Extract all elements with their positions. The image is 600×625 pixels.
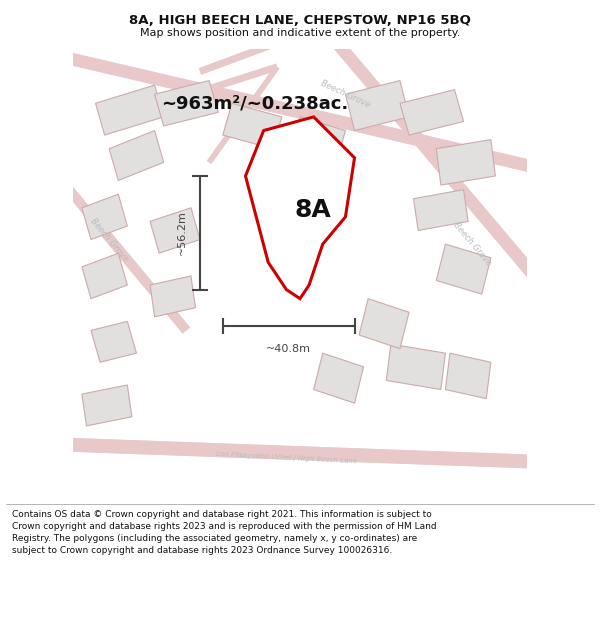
Polygon shape — [82, 194, 127, 239]
Polygon shape — [386, 344, 445, 389]
Polygon shape — [91, 321, 136, 362]
Polygon shape — [245, 117, 355, 299]
Text: Beech Grove: Beech Grove — [319, 79, 371, 109]
Text: 8A, HIGH BEECH LANE, CHEPSTOW, NP16 5BQ: 8A, HIGH BEECH LANE, CHEPSTOW, NP16 5BQ — [129, 14, 471, 27]
Text: Contains OS data © Crown copyright and database right 2021. This information is : Contains OS data © Crown copyright and d… — [12, 511, 437, 555]
Polygon shape — [413, 189, 468, 231]
Polygon shape — [82, 385, 132, 426]
Polygon shape — [155, 81, 218, 126]
Text: ~963m²/~0.238ac.: ~963m²/~0.238ac. — [161, 94, 348, 112]
Polygon shape — [150, 208, 200, 253]
Text: Lon Ffawyoden Uchel / High Beech Lane: Lon Ffawyoden Uchel / High Beech Lane — [216, 451, 357, 464]
Polygon shape — [95, 85, 164, 135]
Polygon shape — [359, 299, 409, 349]
Text: Map shows position and indicative extent of the property.: Map shows position and indicative extent… — [140, 28, 460, 38]
Polygon shape — [436, 139, 496, 185]
Polygon shape — [82, 253, 127, 299]
Polygon shape — [291, 117, 346, 162]
Text: 8A: 8A — [294, 198, 331, 222]
Text: Beech Grove: Beech Grove — [88, 216, 130, 263]
Text: ~40.8m: ~40.8m — [266, 344, 311, 354]
Polygon shape — [223, 103, 282, 149]
Polygon shape — [436, 244, 491, 294]
Polygon shape — [109, 131, 164, 181]
Polygon shape — [346, 81, 409, 131]
Polygon shape — [314, 353, 364, 403]
Text: ~56.2m: ~56.2m — [177, 211, 187, 255]
Polygon shape — [150, 276, 196, 317]
Polygon shape — [400, 89, 464, 135]
Text: Beech Grove: Beech Grove — [452, 221, 493, 268]
Polygon shape — [445, 353, 491, 399]
